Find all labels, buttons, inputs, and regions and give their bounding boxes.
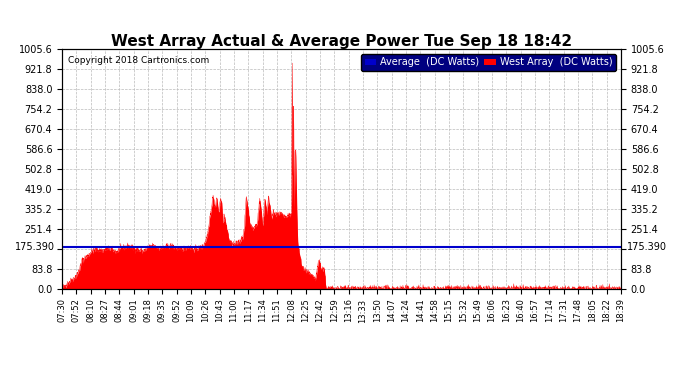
Legend: Average  (DC Watts), West Array  (DC Watts): Average (DC Watts), West Array (DC Watts…	[361, 54, 616, 71]
Text: Copyright 2018 Cartronics.com: Copyright 2018 Cartronics.com	[68, 56, 209, 65]
Text: 175.390: 175.390	[627, 242, 667, 252]
Title: West Array Actual & Average Power Tue Sep 18 18:42: West Array Actual & Average Power Tue Se…	[111, 34, 572, 49]
Text: 175.390: 175.390	[15, 242, 55, 252]
